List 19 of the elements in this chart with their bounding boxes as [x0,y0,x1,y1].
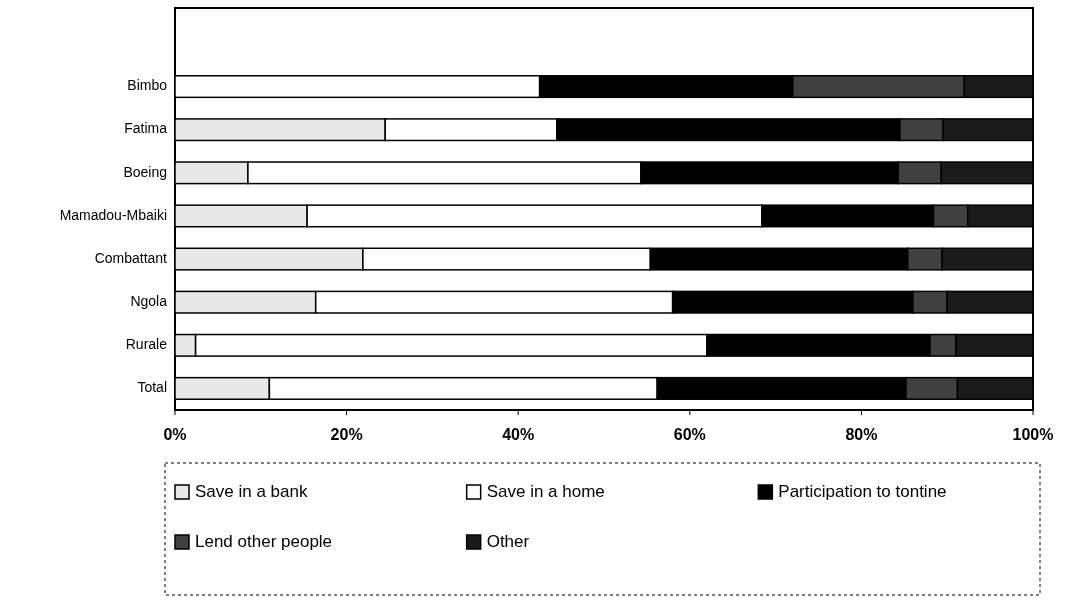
y-tick-label: Total [137,379,167,396]
x-tick-label: 20% [330,426,363,443]
x-tick-label: 100% [1012,426,1054,443]
legend-label: Other [486,532,530,552]
legend-label: Save in a home [486,482,605,502]
y-tick-label: Mamadou-Mbaiki [59,206,167,223]
legend-label: Participation to tontine [778,482,947,502]
x-tick-label: 80% [845,426,878,443]
legend-label: Save in a bank [195,482,308,502]
legend-label: Lend other people [195,532,333,552]
y-tick-label: Bimbo [127,77,168,94]
y-tick-label: Ngola [130,292,168,309]
y-tick-label: Boeing [123,163,167,180]
y-tick-label: Combattant [94,249,168,266]
x-tick-label: 0% [163,426,187,443]
x-tick-label: 60% [673,426,706,443]
x-tick-label: 40% [502,426,535,443]
y-tick-label: Rurale [125,336,168,353]
y-tick-label: Fatima [124,120,168,137]
